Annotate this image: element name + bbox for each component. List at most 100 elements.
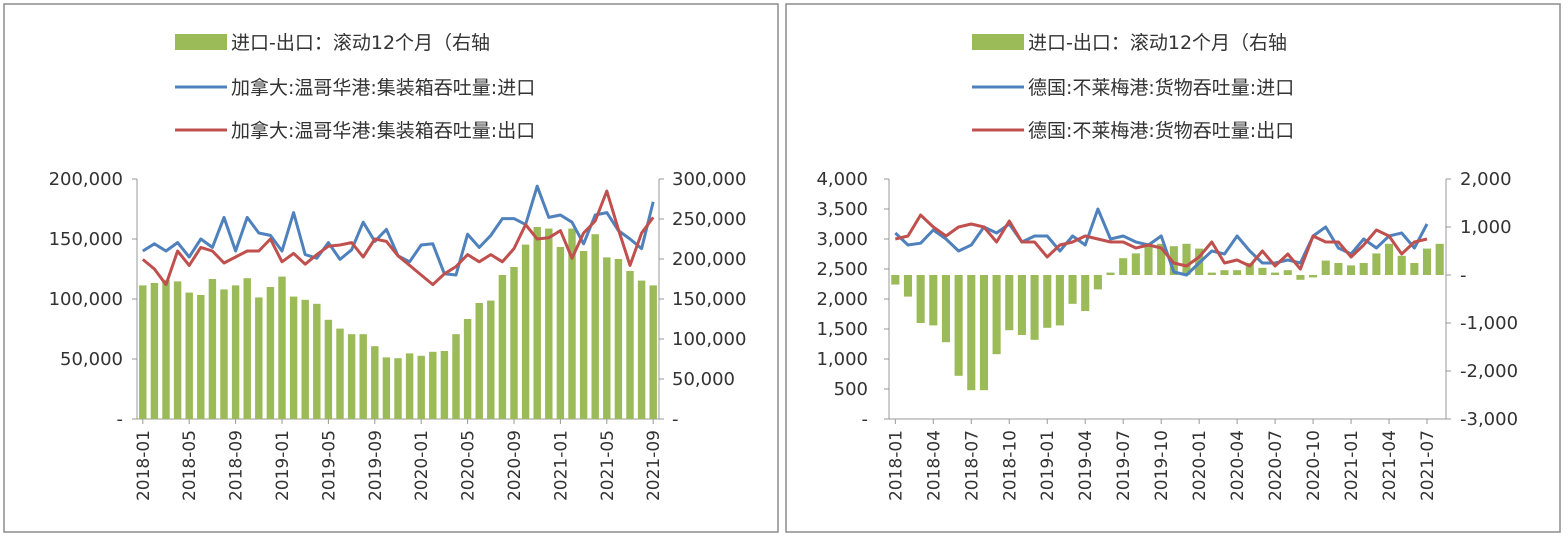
x-tick-label: 2021-07 [1418,430,1438,501]
bar [452,334,460,419]
bar [347,334,356,419]
bar [1119,258,1128,275]
chart-panel-bremen: 进口-出口：滚动12个月（右轴德国:不莱梅港:货物吞吐量:进口德国:不莱梅港:货… [785,3,1561,533]
bar [1233,270,1242,275]
bar [1093,275,1102,290]
bar [1030,275,1039,340]
bar [1055,275,1064,326]
bar [359,334,367,419]
bar [1106,272,1115,275]
bar [1422,248,1432,275]
bar [626,271,634,419]
bar [278,276,286,419]
right-tick-label: 200,000 [672,249,746,270]
legend-label: 进口-出口：滚动12个月（右轴 [231,32,490,54]
bar [637,280,646,419]
bar [929,275,938,326]
bar [1435,243,1444,275]
x-tick-label: 2021-05 [598,430,618,501]
bar [916,275,925,323]
bar [463,319,472,419]
x-tick-label: 2020-01 [412,430,432,501]
bar [1157,243,1166,275]
bar [487,300,495,419]
bar [992,275,1001,355]
bar [1005,275,1014,331]
bar [614,259,623,419]
bar [1017,275,1026,335]
chart-panel-vancouver: 进口-出口：滚动12个月（右轴加拿大:温哥华港:集装箱吞吐量:进口加拿大:温哥华… [3,3,779,533]
bar [173,281,182,419]
bar [579,251,588,419]
x-tick-label: 2020-10 [1304,430,1324,501]
bar [1245,263,1254,275]
x-tick-label: 2019-07 [1114,430,1134,501]
left-tick-label: 3,000 [816,229,868,250]
bar [1397,255,1406,275]
left-tick-label: 4,000 [816,169,868,190]
bar [266,287,275,419]
x-tick-label: 2020-01 [1190,430,1210,501]
left-tick-label: - [862,409,869,430]
left-tick-label: 2,500 [816,259,868,280]
left-tick-label: 1,000 [816,349,868,370]
bar [313,303,321,419]
bar [371,346,379,419]
legend-label: 加拿大:温哥华港:集装箱吞吐量:出口 [231,119,535,142]
left-tick-label: 2,000 [816,289,868,310]
x-tick-label: 2021-04 [1380,430,1400,501]
x-tick-label: 2019-10 [1152,430,1172,501]
bar [1309,275,1318,278]
x-tick-label: 2020-05 [459,430,479,501]
bar [324,319,333,419]
left-tick-label: 50,000 [60,349,123,370]
bar [394,358,402,419]
right-tick-label: 300,000 [672,169,746,190]
bar [521,244,530,419]
left-tick-label: 150,000 [49,229,123,250]
bar [382,357,391,419]
bar [591,234,599,419]
bar [556,247,565,419]
bar [568,228,576,419]
bar [1334,263,1343,275]
x-tick-label: 2018-04 [924,430,944,501]
bar [301,299,309,419]
bar [150,283,159,419]
bar [545,228,553,419]
bar [1359,263,1368,275]
bar [1283,270,1292,275]
bar [1410,263,1419,275]
bar [979,275,988,391]
x-tick-label: 2018-01 [886,430,906,501]
bar [1131,253,1140,275]
x-tick-label: 2018-07 [962,430,982,501]
x-tick-label: 2018-05 [180,430,200,501]
bar [1347,265,1356,275]
bar [649,285,657,419]
bar [1068,275,1077,304]
right-tick-label: 1,000 [1460,217,1512,238]
legend-label: 德国:不莱梅港:货物吞吐量:进口 [1028,77,1294,99]
bar [197,295,205,419]
bar [405,353,414,419]
bar [1043,275,1052,328]
bar [243,278,251,419]
series-line [141,189,655,287]
x-tick-label: 2019-09 [366,430,386,501]
bar [1169,246,1178,275]
right-tick-label: - [672,409,679,430]
bar [1372,253,1381,275]
right-tick-label: 2,000 [1460,169,1512,190]
bar [941,275,951,343]
x-tick-label: 2019-05 [319,430,339,501]
right-tick-label: -3,000 [1460,409,1518,430]
x-tick-label: 2020-09 [505,430,525,501]
left-tick-label: 3,500 [816,199,868,220]
x-tick-label: 2019-01 [1038,430,1058,501]
bar [1220,270,1229,275]
right-tick-label: -2,000 [1460,361,1518,382]
x-tick-label: 2019-01 [273,430,293,501]
